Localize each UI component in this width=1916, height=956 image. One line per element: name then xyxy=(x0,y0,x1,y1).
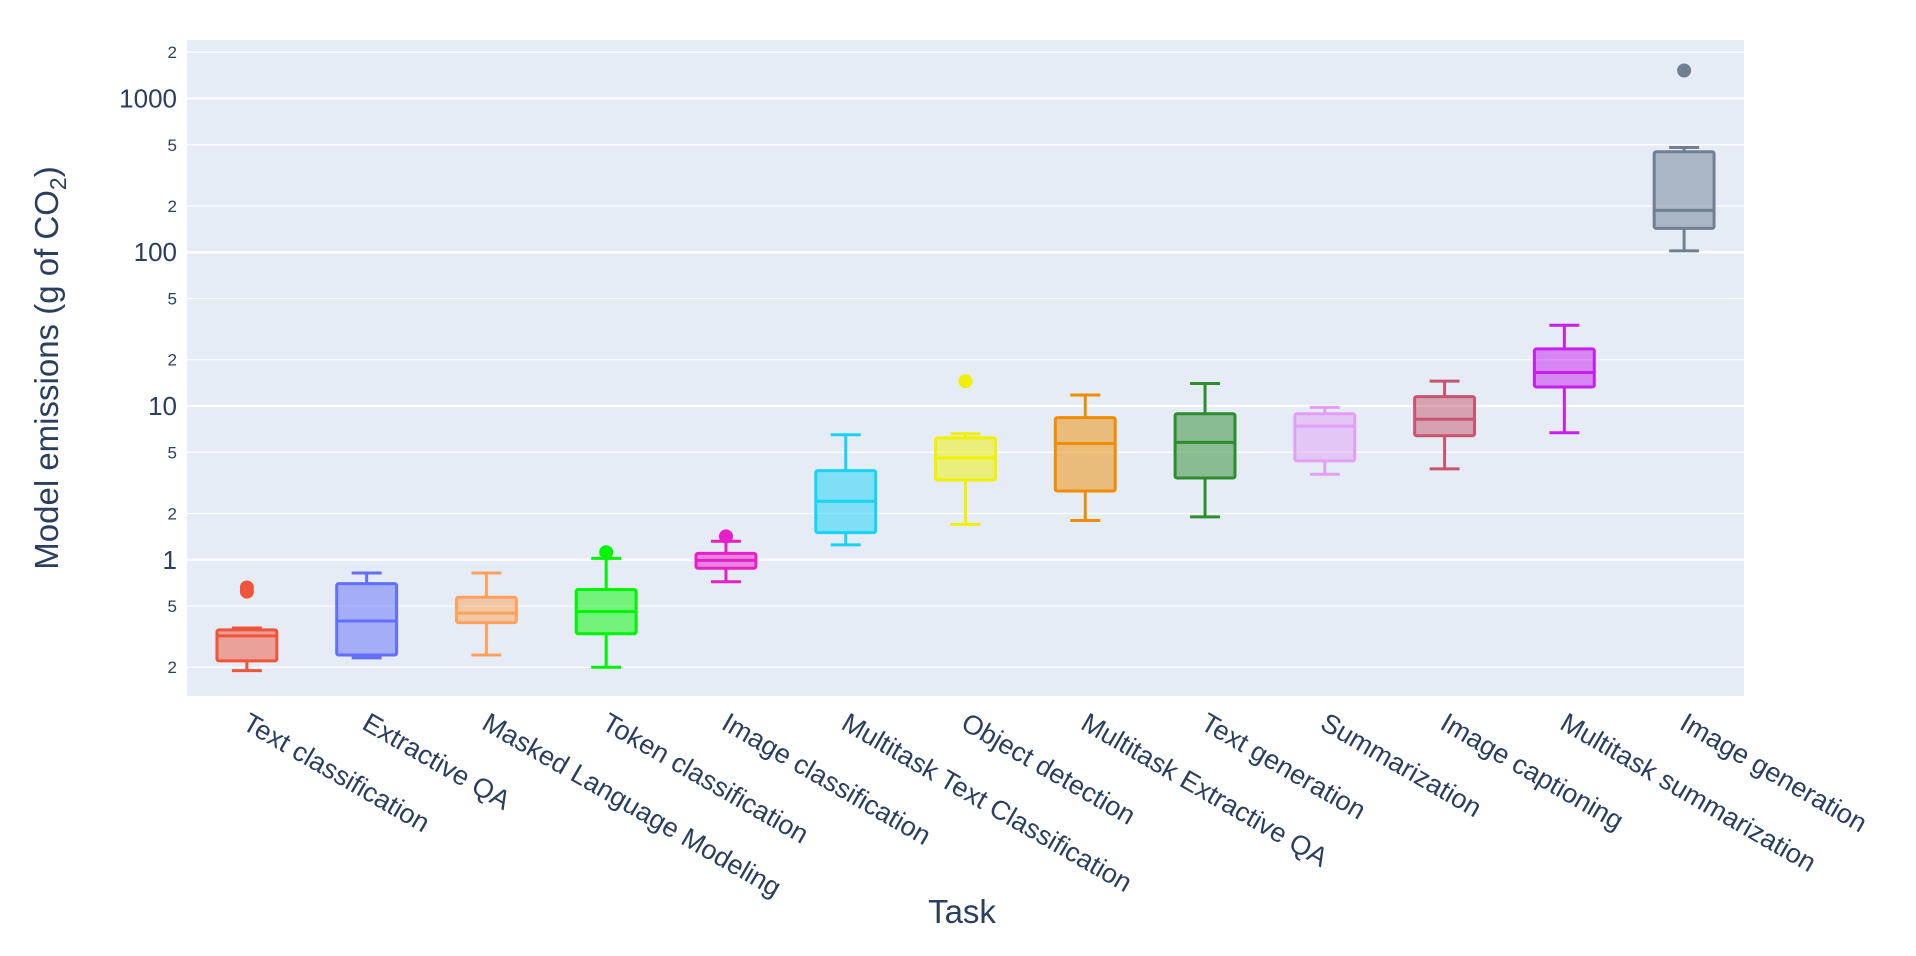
iqr-box xyxy=(454,595,518,625)
iqr-box xyxy=(1413,395,1477,438)
box-series xyxy=(215,63,1716,673)
box-11 xyxy=(1413,379,1477,471)
box-1 xyxy=(215,580,279,673)
y-tick-labels: 1 10 100 1000 2 5 2 5 2 5 2 5 2 xyxy=(119,43,177,677)
y-axis-title-subscript: 2 xyxy=(45,177,71,190)
y-axis-title: Model emissions (g of CO2) xyxy=(28,166,71,569)
y-minor-tick-label: 5 xyxy=(168,597,177,616)
y-minor-tick-label: 2 xyxy=(168,43,177,62)
iqr-box xyxy=(1532,347,1596,389)
iqr-box xyxy=(1053,416,1117,493)
y-minor-tick-label: 5 xyxy=(168,290,177,309)
outlier-point xyxy=(1677,63,1692,78)
y-axis-title-main: Model emissions (g of CO xyxy=(28,190,65,570)
y-major-tick-label: 1000 xyxy=(119,83,177,113)
y-minor-tick-label: 2 xyxy=(168,658,177,677)
box-6 xyxy=(814,433,878,547)
box-7 xyxy=(934,374,997,526)
outlier-point xyxy=(958,374,973,389)
box-10 xyxy=(1293,405,1357,476)
box-8 xyxy=(1053,393,1117,523)
iqr-box xyxy=(335,582,399,657)
box-4 xyxy=(574,545,638,669)
outlier-point xyxy=(239,580,254,595)
x-tick-label: Image classification xyxy=(717,707,936,851)
y-major-tick-label: 100 xyxy=(134,237,177,267)
plot-background xyxy=(187,40,1744,696)
iqr-box xyxy=(1173,412,1237,480)
outlier-point xyxy=(718,529,733,544)
y-major-tick-label: 10 xyxy=(148,391,177,421)
box-13 xyxy=(1652,63,1716,253)
box-9 xyxy=(1173,382,1237,519)
box-5 xyxy=(694,529,758,584)
box-2 xyxy=(335,571,399,660)
iqr-box xyxy=(215,628,279,663)
x-axis-title: Task xyxy=(928,893,996,930)
outlier-point xyxy=(599,545,614,560)
y-minor-tick-label: 2 xyxy=(168,351,177,370)
grid-lines xyxy=(187,51,1744,668)
y-minor-tick-label: 5 xyxy=(168,443,177,462)
box-12 xyxy=(1532,323,1596,435)
iqr-box xyxy=(1293,412,1357,463)
x-tick-label: Token classification xyxy=(597,707,813,849)
box-3 xyxy=(454,571,518,657)
y-axis-title-suffix: ) xyxy=(28,166,65,177)
iqr-box xyxy=(1652,150,1716,230)
y-major-tick-label: 1 xyxy=(163,545,177,575)
y-minor-tick-label: 2 xyxy=(168,197,177,216)
y-minor-tick-label: 5 xyxy=(168,136,177,155)
y-minor-tick-label: 2 xyxy=(168,504,177,523)
